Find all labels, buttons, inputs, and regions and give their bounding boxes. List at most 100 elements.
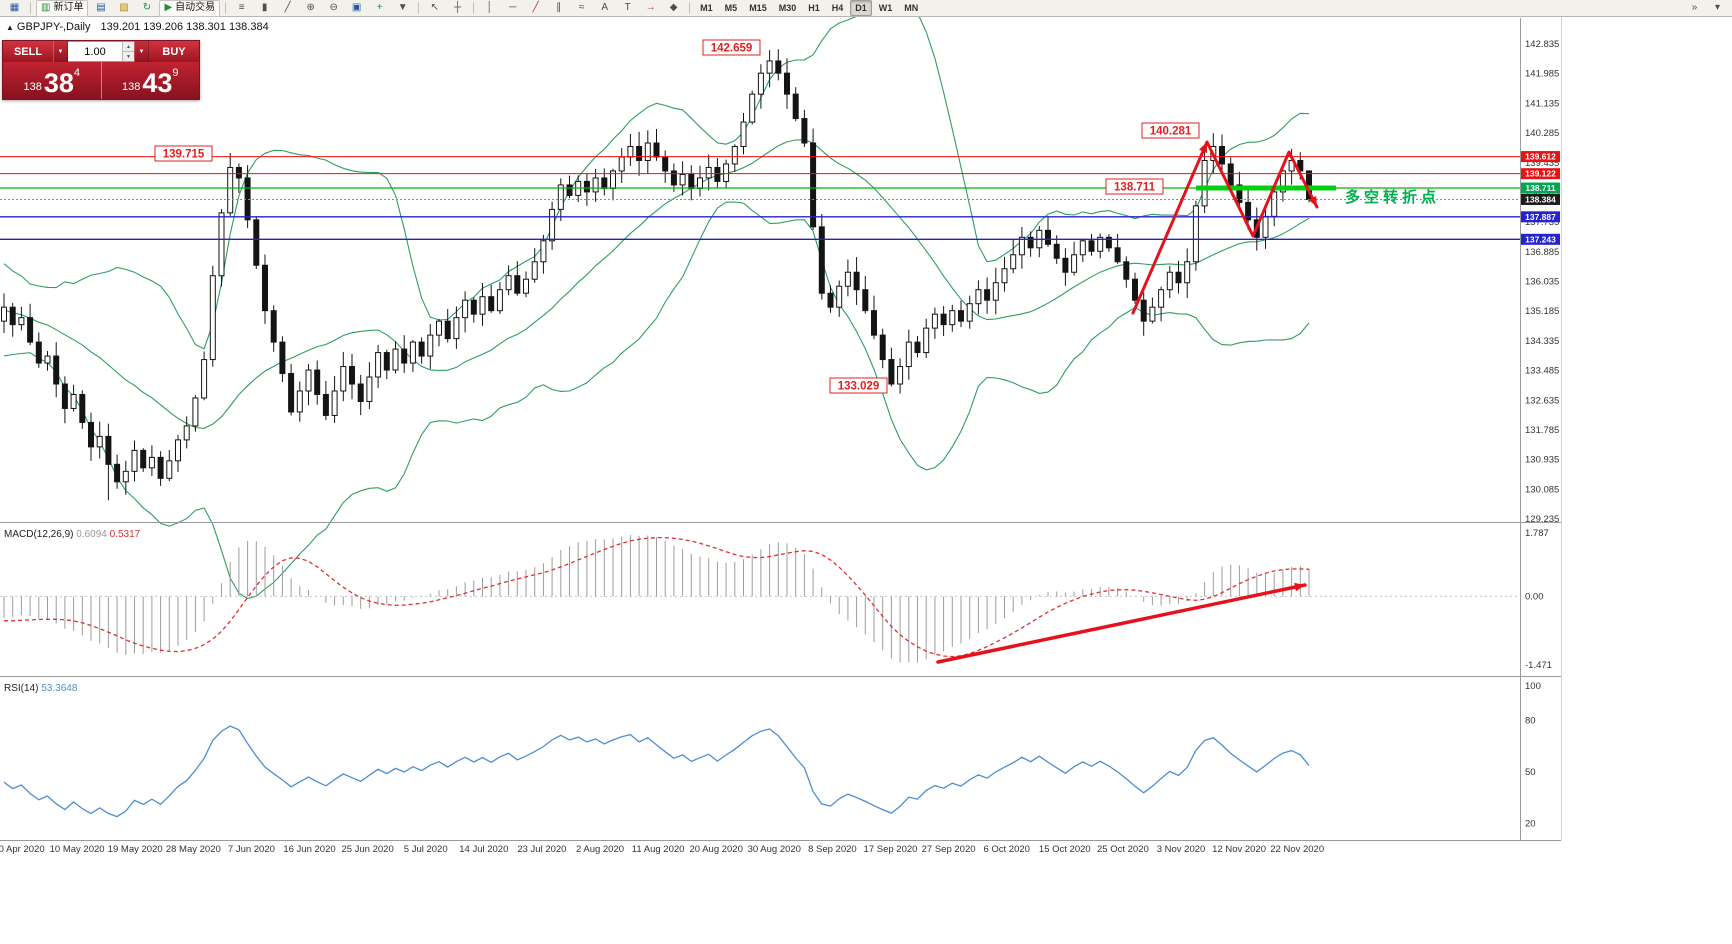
macd-label: MACD(12,26,9) 0.6094 0.5317 — [4, 529, 141, 540]
toolbar-separator — [418, 2, 420, 14]
timeframe-button-m1[interactable]: M1 — [700, 3, 713, 13]
channel-icon[interactable]: ∥ — [548, 1, 569, 16]
trendline-icon[interactable]: ╱ — [525, 1, 546, 16]
main-chart-svg[interactable]: 139.715 142.659 140.281 138.711 133.029 多空转折点… — [0, 16, 1732, 944]
autotrading-button[interactable]: ▶ 自动交易 — [159, 0, 221, 17]
arrows-icon: → — [645, 2, 656, 13]
date-tick: 3 Nov 2020 — [1157, 844, 1206, 855]
new-order-button[interactable]: ▥ 新订单 — [36, 0, 89, 17]
price-tick: 131.785 — [1525, 425, 1559, 436]
timeframe-button-m5[interactable]: M5 — [724, 3, 738, 13]
rsi-axis-tick: 80 — [1525, 715, 1536, 726]
buy-options-dropdown[interactable]: ▼ — [134, 41, 149, 62]
symbol-arrow-icon: ▲ — [6, 23, 14, 32]
price-label-box — [829, 377, 888, 394]
arrows-icon[interactable]: → — [640, 1, 661, 16]
candles-layer — [1, 49, 1312, 501]
date-tick: 19 May 2020 — [108, 844, 163, 855]
bar-chart-mode-icon: ≡ — [238, 2, 245, 13]
trend-zigzag-arrow — [1131, 140, 1319, 315]
rsi-axis-tick: 20 — [1525, 819, 1536, 830]
tile-windows-icon[interactable]: ▣ — [346, 1, 367, 16]
vertical-line-icon[interactable]: │ — [479, 1, 500, 16]
sell-price-big: 38 — [43, 68, 74, 99]
fibonacci-icon[interactable]: ≈ — [571, 1, 592, 16]
cn-note-text: 多空转折点 — [1345, 188, 1440, 206]
sell-button[interactable]: SELL — [3, 41, 53, 62]
price-tick: 133.485 — [1525, 366, 1559, 377]
horizontal-levels-layer — [0, 156, 1520, 240]
vertical-line-icon: │ — [486, 2, 493, 13]
zoom-out-icon[interactable]: ⊖ — [323, 1, 344, 16]
label-icon[interactable]: T — [617, 1, 638, 16]
date-tick: 22 Nov 2020 — [1270, 844, 1324, 855]
sell-price-sup: 4 — [73, 67, 81, 79]
arrowhead — [1199, 142, 1207, 153]
profiles-icon[interactable]: ▧ — [113, 1, 134, 16]
channel-icon: ∥ — [556, 2, 562, 13]
candlestick-mode-icon[interactable]: ▮ — [254, 1, 275, 16]
price-tag-text: 138.384 — [1525, 194, 1556, 204]
timeframe-button-w1[interactable]: W1 — [878, 3, 893, 13]
volume-down-icon[interactable]: ▼ — [123, 52, 134, 61]
price-tag-text: 138.711 — [1525, 183, 1556, 193]
crosshair-icon: ┼ — [454, 2, 462, 13]
price-tick: 140.285 — [1525, 128, 1559, 139]
buy-price-sup: 9 — [172, 67, 179, 79]
bar-chart-mode-icon[interactable]: ≡ — [231, 1, 252, 16]
price-tag — [1521, 182, 1560, 194]
date-tick: 17 Sep 2020 — [864, 844, 918, 855]
horizontal-line-icon[interactable]: ─ — [502, 1, 523, 16]
price-label-text: 142.659 — [711, 43, 753, 55]
timeframe-button-d1[interactable]: D1 — [850, 0, 872, 16]
volume-up-icon[interactable]: ▲ — [123, 42, 134, 52]
zoom-in-icon[interactable]: ⊕ — [300, 1, 321, 16]
chart-window-icon[interactable]: ▦ — [4, 1, 25, 16]
price-tick: 132.635 — [1525, 395, 1559, 406]
timeframe-button-h1[interactable]: H1 — [808, 3, 820, 13]
templates-icon[interactable]: ▼ — [392, 1, 413, 16]
line-chart-mode-icon[interactable]: ╱ — [277, 1, 298, 16]
macd-panel-layer: 1.787 0.00 -1.471 MACD(12,26,9) 0.6094 0.53… — [0, 528, 1552, 671]
cursor-icon: ↖ — [430, 2, 439, 13]
buy-price-display[interactable]: 138 43 9 — [102, 62, 200, 99]
date-tick: 2 Aug 2020 — [576, 844, 624, 855]
charts-grid-icon[interactable]: ▤ — [90, 1, 111, 16]
date-tick: 6 Oct 2020 — [983, 844, 1029, 855]
date-tick: 15 Oct 2020 — [1039, 844, 1091, 855]
price-tick: 130.085 — [1525, 484, 1559, 495]
sell-options-dropdown[interactable]: ▼ — [53, 41, 68, 62]
sell-price-display[interactable]: 138 38 4 — [3, 62, 102, 99]
date-tick: 28 May 2020 — [166, 844, 221, 855]
timeframe-button-h4[interactable]: H4 — [831, 3, 844, 13]
toolbar-overflow-icon[interactable]: » — [1691, 2, 1698, 13]
toolbar-options-icon[interactable]: ▾ — [1714, 2, 1721, 13]
price-tick: 137.735 — [1525, 217, 1559, 228]
date-tick: 30 Aug 2020 — [748, 844, 801, 855]
buy-button[interactable]: BUY — [149, 41, 199, 62]
text-icon[interactable]: A — [594, 1, 615, 16]
timeframe-button-mn[interactable]: MN — [904, 3, 919, 13]
cursor-icon[interactable]: ↖ — [424, 1, 445, 16]
crosshair-icon[interactable]: ┼ — [447, 1, 468, 16]
timeframe-button-m15[interactable]: M15 — [749, 3, 767, 13]
indicators-icon: + — [376, 2, 383, 13]
indicators-icon[interactable]: + — [369, 1, 390, 16]
shapes-icon[interactable]: ◆ — [663, 1, 684, 16]
fibonacci-icon: ≈ — [578, 2, 585, 13]
price-tick: 130.935 — [1525, 455, 1559, 466]
date-tick: 25 Jun 2020 — [341, 844, 393, 855]
price-tick: 139.435 — [1525, 158, 1559, 169]
trendline-icon: ╱ — [532, 2, 539, 13]
refresh-icon[interactable]: ↻ — [136, 1, 157, 16]
price-label-text: 139.715 — [163, 149, 205, 161]
label-icon: T — [624, 2, 631, 13]
date-tick: 14 Jul 2020 — [459, 844, 508, 855]
volume-input[interactable] — [68, 42, 122, 61]
price-tick: 141.135 — [1525, 98, 1559, 109]
date-tick: 10 May 2020 — [50, 844, 105, 855]
volume-stepper[interactable]: ▲ ▼ — [122, 42, 134, 61]
timeframe-button-m30[interactable]: M30 — [778, 3, 797, 13]
price-label-box — [702, 39, 761, 56]
